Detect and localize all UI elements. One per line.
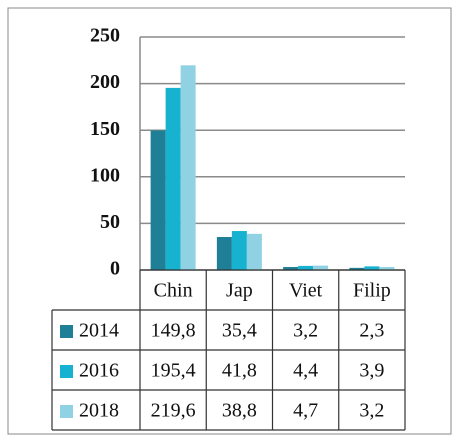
bar [379,267,395,270]
bar [349,267,365,270]
data-label: 195,4 [151,360,196,382]
data-label: 3,2 [293,320,318,342]
legend-key [60,325,73,338]
legend-label: 2016 [79,360,119,382]
legend-key [60,405,73,418]
bar [165,87,181,270]
x-tick-label: Filip [353,280,391,302]
y-tick-label: 100 [90,164,120,186]
x-tick-label: Chin [154,280,193,302]
bar [231,231,247,270]
bar [283,267,299,270]
bar [313,265,329,270]
x-tick-label: Viet [289,280,323,302]
frame [7,7,452,435]
bar [364,266,380,270]
data-label: 41,8 [222,360,257,382]
legend-label: 2018 [79,400,119,422]
bar [298,265,314,270]
y-tick-label: 150 [90,118,120,140]
data-label: 2,3 [359,320,384,342]
data-label: 149,8 [151,320,196,342]
bar [216,237,232,270]
y-tick-label: 200 [90,71,120,93]
bar [246,233,262,270]
data-label: 35,4 [222,320,257,342]
x-tick-label: Jap [226,280,253,302]
data-label: 38,8 [222,400,257,422]
y-tick-label: 250 [90,25,120,47]
y-tick-label: 50 [100,211,120,233]
data-label: 4,7 [293,400,318,422]
bar [180,65,196,271]
data-label: 219,6 [151,400,196,422]
legend-label: 2014 [79,320,119,342]
data-label: 4,4 [293,360,318,382]
bar [150,130,166,270]
data-label: 3,9 [359,360,384,382]
y-tick-label: 0 [110,258,120,280]
data-label: 3,2 [359,400,384,422]
legend-key [60,365,73,378]
